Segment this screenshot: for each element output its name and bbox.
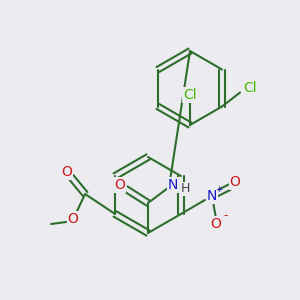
Text: Cl: Cl — [183, 88, 197, 102]
Text: H: H — [180, 182, 190, 196]
Text: O: O — [115, 178, 125, 192]
Text: O: O — [211, 217, 221, 231]
Text: O: O — [230, 175, 240, 189]
Text: O: O — [68, 212, 79, 226]
Text: +: + — [215, 184, 223, 194]
Text: N: N — [168, 178, 178, 192]
Text: O: O — [62, 165, 73, 179]
Text: Cl: Cl — [243, 80, 257, 94]
Text: N: N — [207, 189, 217, 203]
Text: -: - — [224, 209, 228, 223]
